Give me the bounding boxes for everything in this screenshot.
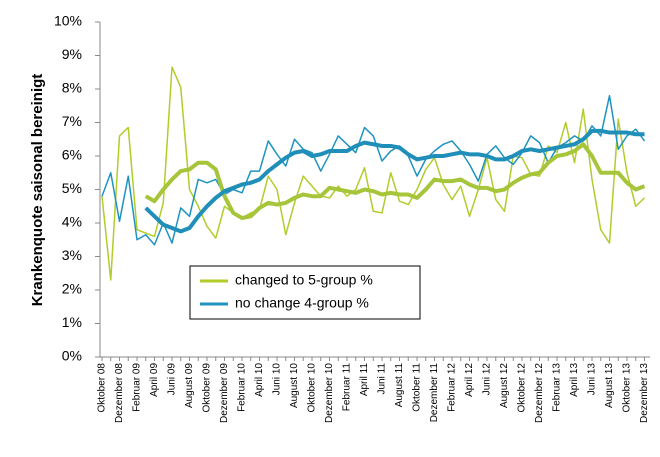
- series-line: [101, 94, 646, 246]
- y-tick-label: 0%: [62, 348, 82, 364]
- x-tick-label: April 09: [149, 363, 160, 397]
- y-tick-label: 2%: [62, 281, 82, 297]
- x-tick-label: Juni 13: [587, 363, 598, 396]
- x-tick-label: Oktober 08: [97, 363, 108, 413]
- x-tick-label: August 10: [289, 363, 300, 408]
- x-tick-label: Dezember 10: [324, 363, 335, 423]
- x-tick-label: Juni 09: [167, 363, 178, 396]
- y-tick-label: 4%: [62, 214, 82, 230]
- legend-box: [189, 265, 421, 320]
- x-tick-label: April 10: [254, 363, 265, 397]
- x-tick-label: Dezember 11: [429, 363, 440, 423]
- legend-label: no change 4-group %: [235, 295, 369, 311]
- x-tick-label: Dezember 08: [114, 363, 125, 423]
- x-tick-label: Oktober 12: [517, 363, 528, 413]
- legend-label: changed to 5-group %: [235, 272, 373, 288]
- series-line: [144, 128, 645, 234]
- y-tick-label: 8%: [62, 80, 82, 96]
- x-tick-label: April 11: [359, 363, 370, 397]
- x-tick-label: April 13: [569, 363, 580, 397]
- y-tick-label: 1%: [62, 314, 82, 330]
- x-tick-label: Oktober 10: [307, 363, 318, 413]
- x-tick-label: Februar 12: [447, 363, 458, 412]
- x-tick-label: Juni 11: [377, 363, 388, 395]
- x-tick-label: Oktober 13: [622, 363, 633, 413]
- y-axis-label: Krankenquote saisonal bereinigt: [29, 74, 46, 307]
- x-tick-label: August 12: [499, 363, 510, 408]
- x-tick-label: Juni 12: [482, 363, 493, 396]
- x-tick-label: Oktober 09: [202, 363, 213, 413]
- x-tick-label: Dezember 13: [639, 363, 650, 423]
- x-tick-label: Februar 10: [237, 363, 248, 412]
- y-tick-label: 7%: [62, 113, 82, 129]
- x-tick-label: August 09: [184, 363, 195, 408]
- y-tick-label: 10%: [54, 13, 82, 29]
- x-tick-label: Juni 10: [272, 363, 283, 396]
- x-tick-label: Dezember 12: [534, 363, 545, 423]
- x-tick-label: August 11: [394, 363, 405, 408]
- x-tick-label: Oktober 11: [412, 363, 423, 412]
- x-tick-label: Dezember 09: [219, 363, 230, 423]
- series-line: [101, 66, 646, 281]
- x-tick-label: Februar 13: [552, 363, 563, 412]
- x-tick-label: April 12: [464, 363, 475, 397]
- y-tick-label: 3%: [62, 247, 82, 263]
- y-tick-label: 9%: [62, 46, 82, 62]
- y-tick-label: 6%: [62, 147, 82, 163]
- x-tick-label: August 13: [604, 363, 615, 408]
- x-tick-label: Februar 09: [132, 363, 143, 412]
- x-tick-label: Februar 11: [342, 363, 353, 412]
- y-tick-label: 5%: [62, 180, 82, 196]
- series-line: [144, 142, 646, 220]
